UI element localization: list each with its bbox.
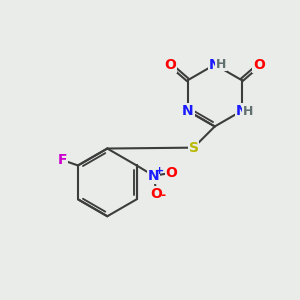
Text: O: O: [165, 166, 177, 180]
Text: F: F: [58, 153, 68, 167]
Text: N: N: [182, 104, 194, 118]
Text: O: O: [253, 58, 265, 72]
Text: H: H: [216, 58, 226, 70]
Text: H: H: [243, 105, 253, 118]
Text: S: S: [189, 141, 199, 154]
Text: N: N: [148, 169, 160, 183]
Text: N: N: [236, 104, 248, 118]
Text: -: -: [160, 189, 166, 202]
Text: O: O: [164, 58, 176, 72]
Text: N: N: [209, 58, 220, 72]
Text: O: O: [151, 187, 163, 201]
Text: +: +: [154, 166, 164, 176]
